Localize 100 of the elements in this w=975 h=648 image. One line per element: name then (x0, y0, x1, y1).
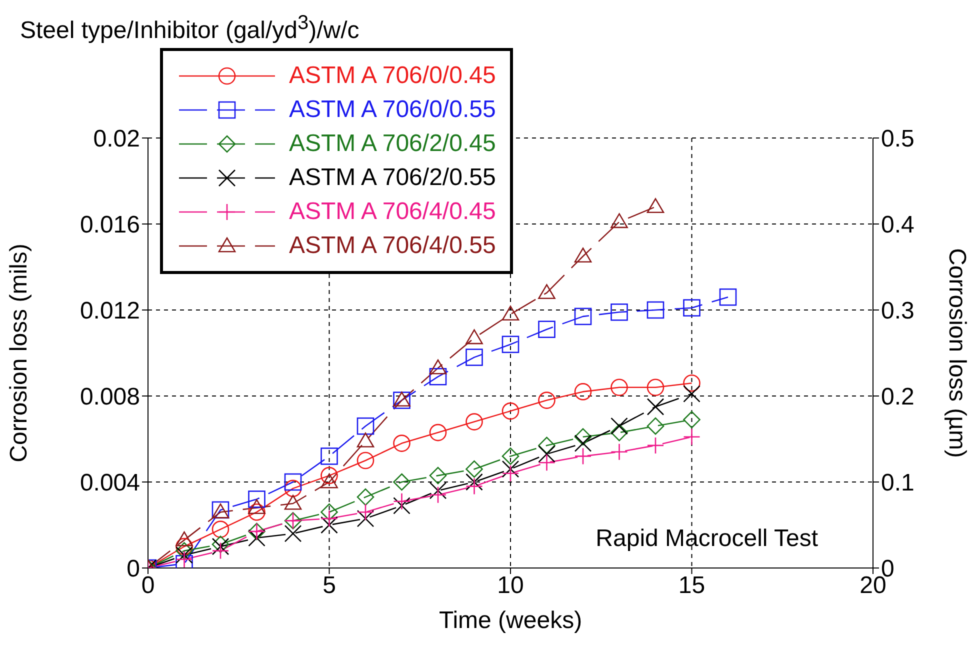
point (466, 473, 483, 491)
x-tick-label: 10 (497, 572, 524, 600)
point (574, 428, 592, 446)
point (320, 503, 338, 521)
y-tick-label: 0.012 (80, 298, 140, 325)
point (284, 494, 302, 510)
point (538, 436, 556, 454)
point (502, 402, 520, 420)
legend-label: ASTM A 706/0/0.55 (289, 96, 496, 124)
point (502, 306, 520, 321)
point (610, 304, 628, 321)
point (393, 492, 410, 510)
legend-label: ASTM A 706/2/0.55 (289, 164, 496, 192)
point (429, 466, 447, 484)
point (466, 329, 483, 344)
point (502, 464, 520, 482)
x-axis-title: Time (weeks) (438, 607, 582, 634)
point (176, 538, 193, 556)
point (610, 443, 628, 461)
point (466, 348, 483, 366)
point (176, 546, 193, 564)
point (646, 301, 664, 319)
point (502, 448, 520, 465)
point (393, 473, 410, 491)
y-tick-label: 0.008 (80, 384, 140, 411)
y2-tick-label: 0.4 (881, 212, 914, 239)
point (429, 359, 447, 374)
point (538, 392, 556, 409)
point (320, 516, 338, 534)
legend-label: ASTM A 706/4/0.55 (289, 232, 496, 260)
point (466, 413, 483, 430)
y2-axis-title: Corrosion loss (µm) (943, 248, 970, 458)
point (574, 448, 592, 465)
y-tick-label: 0.004 (80, 470, 140, 497)
point (646, 417, 664, 435)
point (320, 466, 338, 484)
point (683, 428, 700, 446)
point (393, 434, 410, 452)
annotation: Rapid Macrocell Test (596, 525, 818, 553)
point (356, 432, 374, 448)
point (320, 473, 338, 488)
point (356, 510, 374, 528)
point (393, 497, 410, 514)
legend-label: ASTM A 706/4/0.45 (289, 198, 496, 226)
point (248, 490, 266, 508)
y-axis-title: Corrosion loss (mils) (6, 244, 33, 462)
point (356, 417, 374, 435)
point (646, 436, 664, 454)
point (320, 510, 338, 528)
point (176, 531, 193, 546)
point (502, 460, 520, 478)
point (429, 368, 447, 386)
x-tick-label: 15 (678, 572, 706, 600)
point (176, 542, 193, 560)
y2-tick-label: 0.3 (881, 298, 914, 325)
point (356, 488, 374, 506)
point (212, 520, 230, 538)
point (610, 213, 628, 228)
legend-label: ASTM A 706/2/0.45 (289, 130, 496, 158)
point (466, 460, 483, 478)
y2-tick-label: 0.5 (881, 126, 914, 153)
y-tick-label: 0.016 (80, 212, 140, 239)
point (538, 454, 556, 472)
point (356, 452, 374, 470)
y2-tick-label: 0.2 (881, 384, 914, 411)
point (683, 411, 700, 428)
point (610, 424, 628, 442)
point (466, 478, 483, 495)
point (683, 385, 700, 402)
point (574, 434, 592, 452)
point (538, 320, 556, 338)
y2-tick-label: 0.1 (881, 470, 914, 497)
point (683, 374, 700, 392)
point (610, 378, 628, 396)
point (646, 398, 664, 416)
point (429, 482, 447, 500)
point (574, 383, 592, 400)
point (574, 308, 592, 326)
point (429, 424, 447, 442)
point (284, 473, 302, 491)
point (538, 284, 556, 300)
point (320, 448, 338, 465)
point (610, 417, 628, 435)
point (212, 542, 230, 560)
point (574, 248, 592, 262)
point (646, 198, 664, 214)
point (429, 486, 447, 504)
point (284, 524, 302, 542)
point (683, 299, 700, 316)
legend-label: ASTM A 706/0/0.45 (289, 62, 496, 90)
point (176, 550, 193, 568)
point (646, 378, 664, 396)
legend-title: Steel type/Inhibitor (gal/yd$^{3}$)/w/c (20, 12, 360, 45)
x-tick-label: 5 (322, 572, 336, 600)
point (502, 336, 520, 354)
point (719, 288, 737, 306)
point (248, 503, 266, 521)
point (284, 480, 302, 498)
point (356, 503, 374, 521)
point (248, 499, 266, 514)
